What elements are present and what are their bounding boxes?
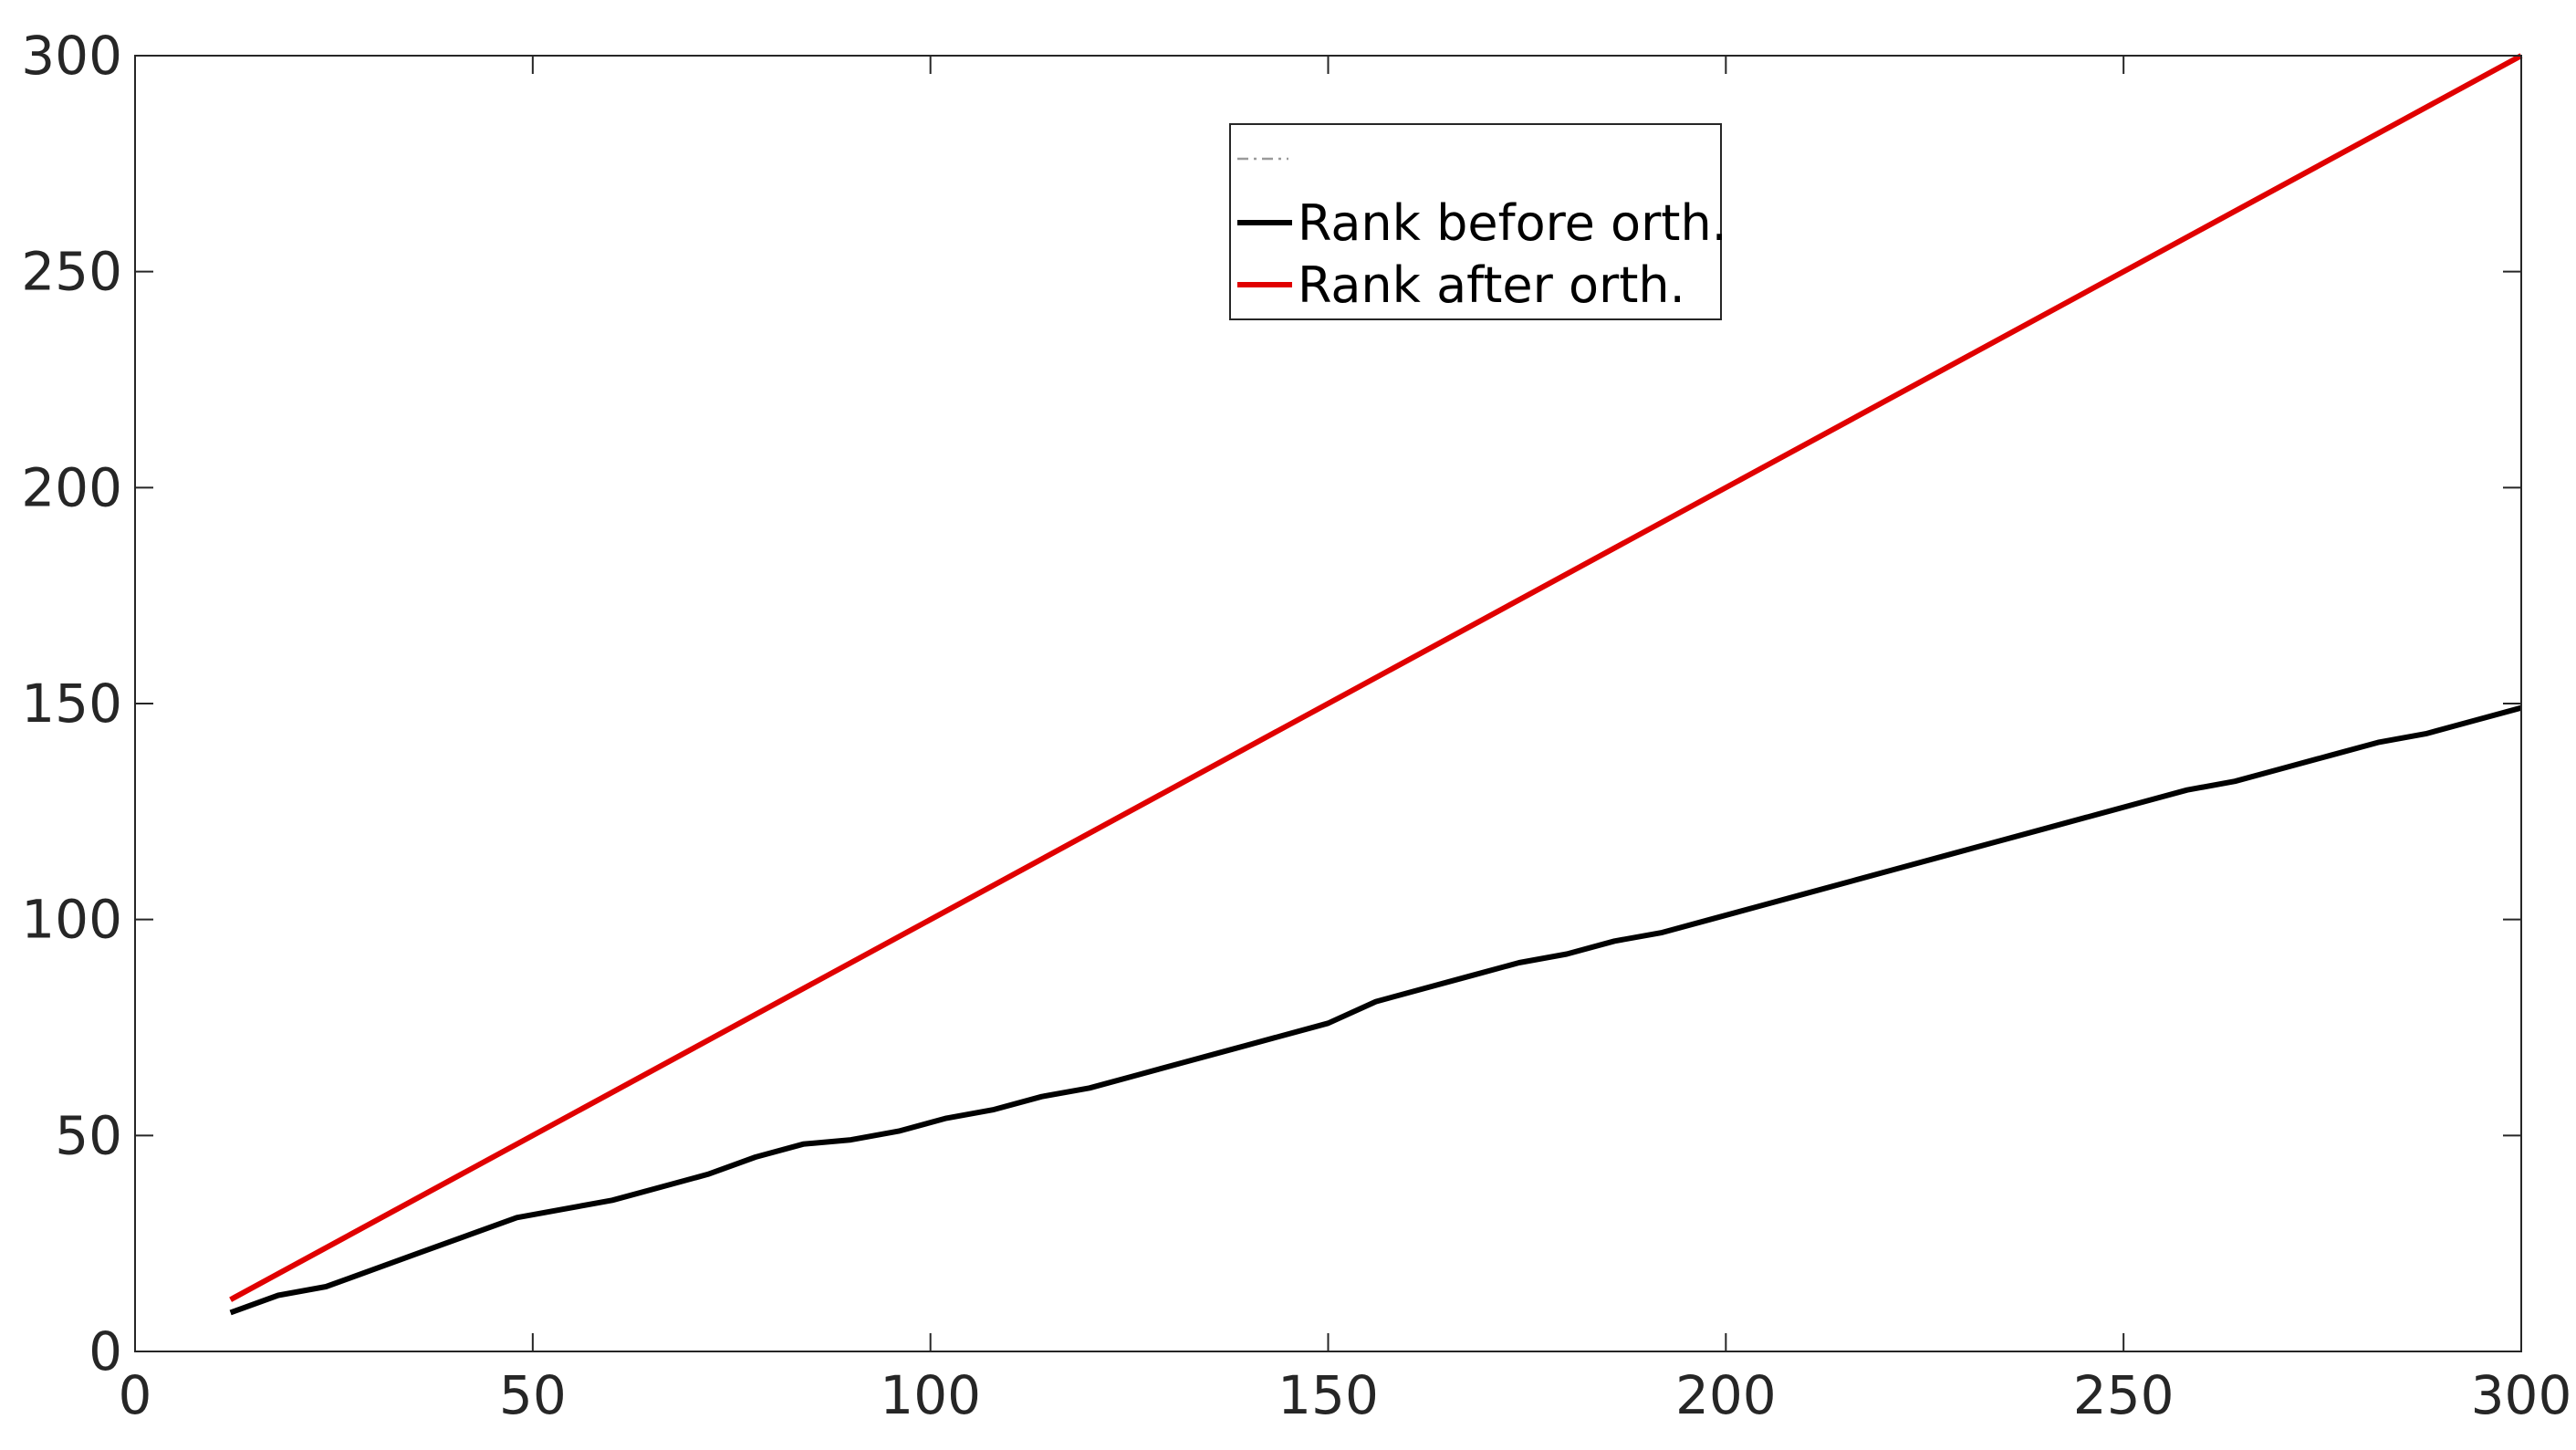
y-tick-label: 100 [21, 889, 122, 951]
x-tick-label: 300 [2471, 1364, 2572, 1426]
legend-label: Rank before orth. [1298, 194, 1727, 252]
legend: Rank before orth.Rank after orth. [1229, 123, 1727, 320]
y-tick-label: 50 [55, 1104, 122, 1166]
x-tick-label: 200 [1675, 1364, 1777, 1426]
series-layer [229, 53, 2523, 1316]
y-tick-label: 300 [21, 25, 122, 87]
y-tick-label: 0 [89, 1320, 122, 1382]
y-tick-label: 250 [21, 241, 122, 303]
y-tick-label: 150 [21, 673, 122, 735]
series-line-rank-after-orth [229, 53, 2523, 1302]
series-line-rank-before-orth [229, 704, 2522, 1316]
y-tick-label: 200 [21, 456, 122, 518]
x-tick-label: 50 [499, 1364, 567, 1426]
legend-label: Rank after orth. [1298, 256, 1685, 314]
ticks-layer: 0 50 100 150 200 250 300 0 50 100 150 200 250 300 [21, 25, 2571, 1426]
x-tick-label: 250 [2073, 1364, 2174, 1426]
legend-box [1229, 123, 1722, 320]
x-tick-label: 0 [119, 1364, 152, 1426]
x-tick-label: 100 [880, 1364, 981, 1426]
x-tick-label: 150 [1278, 1364, 1379, 1426]
